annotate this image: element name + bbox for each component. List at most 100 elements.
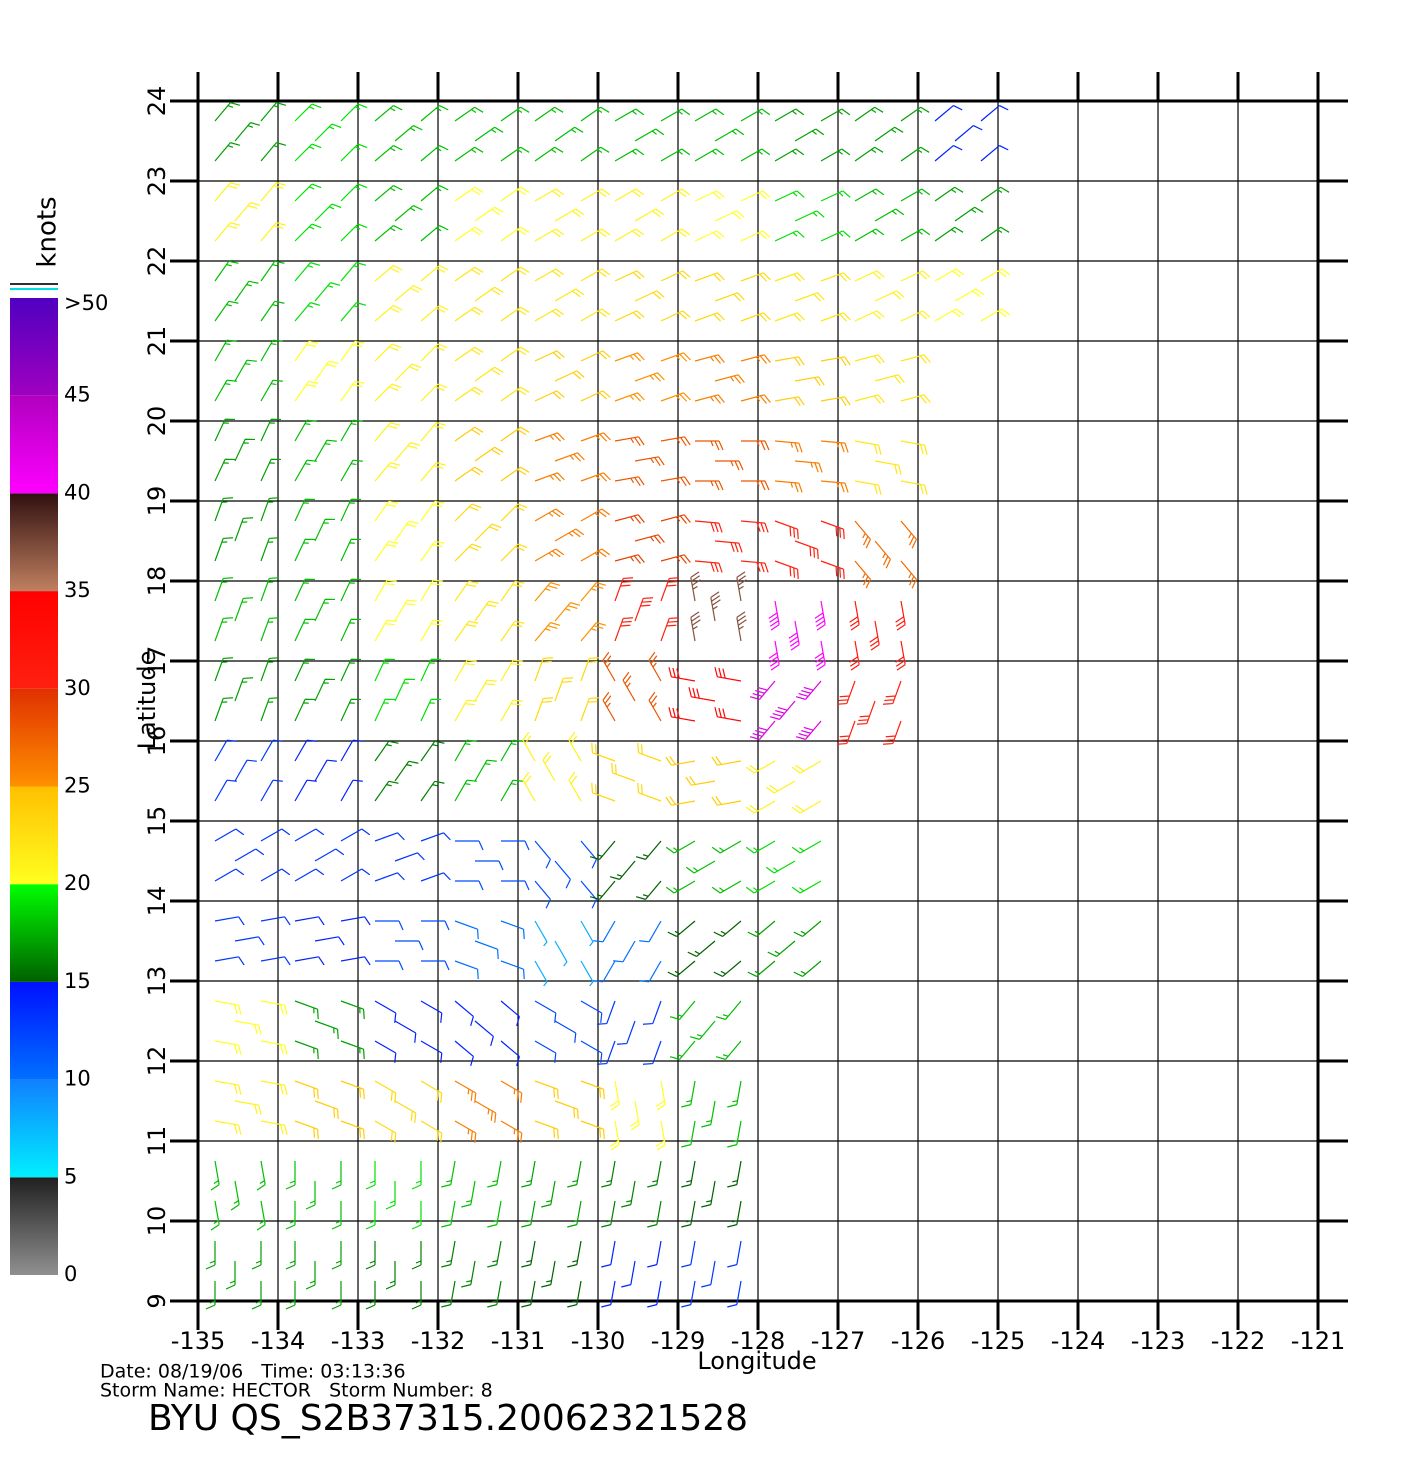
wind-barb	[715, 460, 744, 471]
wind-barb	[854, 354, 885, 364]
wind-barb	[794, 540, 819, 560]
wind-barb	[727, 1160, 742, 1188]
wind-barb	[260, 916, 291, 926]
wind-barb	[681, 1280, 696, 1308]
wind-barb	[340, 302, 367, 322]
wind-barb	[580, 508, 611, 522]
y-tick-label: 24	[143, 86, 171, 117]
wind-barb	[980, 226, 1010, 242]
x-tick-label: -121	[1291, 1327, 1345, 1355]
wind-barb	[205, 1241, 216, 1270]
wind-barb	[340, 828, 371, 842]
wind-barb	[487, 1200, 502, 1228]
wind-barb	[374, 343, 402, 362]
wind-barb	[660, 617, 680, 642]
wind-barb	[854, 310, 885, 322]
wind-barb	[740, 520, 769, 533]
wind-barb	[614, 228, 645, 242]
wind-barb	[500, 1000, 520, 1027]
wind-barb	[474, 523, 502, 542]
wind-barb	[589, 840, 616, 860]
wind-barb	[374, 619, 397, 642]
wind-barb	[420, 422, 447, 442]
wind-barb	[214, 657, 234, 682]
wind-barb	[621, 1260, 636, 1288]
wind-barb	[655, 1080, 666, 1111]
wind-barb	[234, 848, 265, 862]
wind-barb	[534, 880, 551, 909]
wind-barb	[665, 795, 696, 806]
wind-barb	[668, 667, 696, 682]
wind-barb	[500, 106, 530, 122]
wind-barb	[260, 657, 280, 682]
wind-barb	[616, 1020, 636, 1045]
wind-barb	[500, 1080, 523, 1103]
wind-barb	[521, 1280, 536, 1308]
wind-barb	[793, 960, 822, 977]
wind-barb	[385, 1181, 396, 1210]
wind-barb	[688, 687, 716, 702]
y-tick-label: 14	[143, 886, 171, 917]
wind-barb	[365, 1281, 376, 1310]
wind-barb	[374, 780, 399, 802]
wind-barb	[534, 697, 554, 722]
wind-barb	[854, 440, 882, 455]
date-line: Date: 08/19/06 Time: 03:13:36	[100, 1361, 406, 1383]
wind-barb	[294, 868, 325, 882]
wind-barb	[895, 600, 906, 631]
wind-barb	[609, 1080, 620, 1111]
wind-barb	[340, 459, 363, 482]
wind-barb	[294, 302, 321, 322]
wind-barb	[285, 1281, 296, 1310]
wind-barb	[934, 308, 965, 322]
wind-barb	[294, 103, 322, 122]
wind-barb	[580, 1080, 605, 1100]
wind-barb	[774, 108, 805, 122]
wind-barb	[420, 305, 449, 322]
x-axis-label: Longitude	[697, 1347, 816, 1375]
wind-barb	[256, 1200, 266, 1231]
wind-barb	[294, 578, 316, 602]
wind-barb	[420, 1000, 443, 1023]
wind-barb	[648, 651, 662, 682]
wind-barb	[580, 697, 600, 722]
wind-barb	[474, 206, 504, 222]
wind-barb	[714, 707, 742, 722]
wind-barb	[260, 339, 283, 362]
wind-barb	[900, 106, 930, 122]
wind-barb	[849, 600, 860, 631]
wind-barb	[714, 667, 742, 682]
wind-barb	[500, 739, 523, 762]
wind-barb	[768, 600, 780, 631]
wind-barb	[727, 1120, 742, 1148]
wind-barb	[794, 210, 825, 222]
wind-barb	[614, 436, 645, 447]
wind-barb	[374, 185, 403, 202]
wind-barb	[580, 880, 597, 909]
wind-barb	[454, 306, 484, 322]
wind-barb	[260, 739, 283, 762]
wind-barb	[534, 228, 565, 242]
wind-barb	[420, 872, 451, 882]
wind-barb	[340, 916, 371, 926]
wind-barb	[385, 1261, 396, 1290]
wind-barb	[694, 108, 725, 122]
wind-barb	[660, 188, 691, 202]
wind-barb	[500, 186, 530, 202]
x-tick-label: -123	[1131, 1327, 1185, 1355]
wind-barb	[340, 779, 363, 802]
wind-barb	[580, 622, 607, 642]
wind-barb	[740, 148, 771, 162]
wind-barb	[420, 780, 445, 802]
wind-barb	[474, 940, 499, 960]
wind-barb	[900, 520, 917, 549]
wind-barb	[314, 678, 336, 702]
wind-barb	[374, 500, 399, 522]
wind-barb	[614, 392, 645, 402]
wind-barb	[934, 226, 964, 242]
wind-barb	[500, 920, 525, 940]
wind-barb	[500, 580, 525, 602]
wind-barb	[394, 852, 425, 862]
wind-barb	[934, 268, 965, 282]
wind-barb	[305, 1181, 316, 1210]
